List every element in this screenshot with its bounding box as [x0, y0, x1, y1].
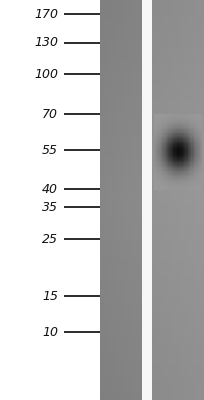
Text: 70: 70	[42, 108, 58, 121]
Text: 40: 40	[42, 183, 58, 196]
Text: 170: 170	[34, 8, 58, 21]
Text: 100: 100	[34, 68, 58, 81]
Text: 55: 55	[42, 144, 58, 156]
Text: 15: 15	[42, 290, 58, 303]
Text: 10: 10	[42, 326, 58, 338]
Text: 35: 35	[42, 201, 58, 214]
Text: 130: 130	[34, 36, 58, 49]
Text: 25: 25	[42, 233, 58, 246]
